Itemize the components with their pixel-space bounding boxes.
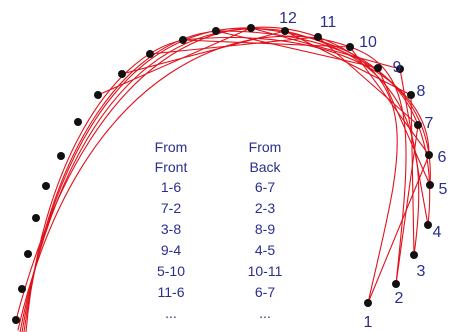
thread-line (149, 36, 319, 55)
hole-number-label: 12 (279, 10, 297, 27)
thread-line (19, 28, 420, 332)
hole-dot (314, 33, 322, 41)
sequence-row: 11-6 (158, 284, 185, 300)
sequence-row: 8-9 (255, 221, 275, 237)
hole-dot (118, 70, 126, 78)
hole-dot (424, 221, 432, 229)
thread-line (121, 30, 286, 75)
sequence-row: 6-7 (255, 284, 275, 300)
thread-line (317, 36, 419, 126)
hole-dot (42, 182, 50, 190)
thread-line (97, 27, 252, 96)
hole-dot (18, 285, 26, 293)
thread-line (15, 26, 398, 321)
hole-dot (212, 27, 220, 35)
column-header: Front (155, 159, 188, 175)
thread-line (367, 154, 430, 304)
column-header: Back (249, 159, 281, 175)
sequence-row: 10-11 (248, 263, 283, 279)
hole-dot (414, 121, 422, 129)
thread-line (182, 39, 351, 48)
hole-dot (24, 250, 32, 258)
hole-dot (374, 64, 382, 72)
hole-dot (425, 151, 433, 159)
thread-line (250, 27, 401, 70)
hole-dot (179, 36, 187, 44)
sequence-row: 3-8 (161, 221, 181, 237)
hole-number-label: 6 (438, 149, 447, 166)
sequence-row: 9-4 (161, 242, 181, 258)
thread-line (284, 30, 412, 96)
hole-dot (247, 24, 255, 32)
hole-number-label: 10 (359, 34, 377, 51)
sequence-row: ... (165, 305, 177, 321)
thread-line (349, 46, 430, 156)
thread-line (23, 30, 431, 332)
hole-dots (12, 24, 434, 324)
hole-number-label: 8 (417, 83, 426, 100)
hole-number-label: 2 (395, 290, 404, 307)
hole-dot (410, 251, 418, 259)
thread-line (399, 68, 429, 226)
hole-dot (281, 27, 289, 35)
hole-dot (346, 43, 354, 51)
hole-number-label: 3 (417, 263, 426, 280)
thread-line (17, 35, 407, 331)
hole-number-label: 1 (364, 314, 373, 331)
thread-line (410, 94, 415, 256)
hole-dot (146, 50, 154, 58)
hole-dot (426, 181, 434, 189)
sequence-row: 5-10 (157, 263, 185, 279)
sequence-row: 2-3 (255, 200, 275, 216)
thread-line (215, 30, 379, 69)
hole-number-label: 7 (425, 115, 434, 132)
sequence-columns: From Front 1-6 7-2 3-8 9-4 5-10 11-6... From Back… (155, 139, 283, 321)
hole-number-label: 11 (320, 14, 337, 31)
hole-dot (74, 118, 82, 126)
from-back-column: From Back 6-7 2-3 8-9 4-5 10-11 6-7... (248, 139, 283, 321)
hole-number-label: 4 (433, 224, 442, 241)
hole-dot (57, 152, 65, 160)
hole-dot (396, 65, 404, 73)
sequence-row: 7-2 (161, 200, 181, 216)
thread-line (377, 67, 431, 186)
hole-dot (94, 91, 102, 99)
sequence-row: 6-7 (255, 179, 275, 195)
hole-dot (392, 280, 400, 288)
from-front-column: From Front 1-6 7-2 3-8 9-4 5-10 11-6... (155, 139, 188, 321)
hole-number-label: 5 (439, 181, 448, 198)
hole-dot (364, 299, 372, 307)
hole-dot (407, 91, 415, 99)
column-header: From (249, 139, 282, 155)
thread-lines (15, 26, 431, 332)
sequence-row: ... (259, 305, 271, 321)
column-header: From (155, 139, 188, 155)
hole-dot (12, 316, 20, 324)
hole-dot (32, 214, 40, 222)
sequence-row: 1-6 (161, 179, 181, 195)
hole-number-label: 9 (393, 59, 402, 76)
sequence-row: 4-5 (255, 242, 275, 258)
